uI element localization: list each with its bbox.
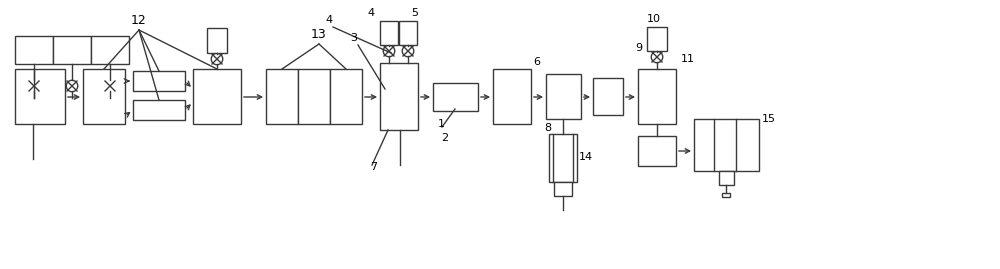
Text: 6: 6: [533, 57, 540, 67]
Text: 7: 7: [370, 162, 377, 172]
Text: 15: 15: [762, 114, 776, 124]
Bar: [133, 100, 185, 120]
Text: 8: 8: [544, 123, 551, 133]
Text: 5: 5: [411, 8, 418, 18]
Text: 12: 12: [131, 14, 147, 27]
Bar: [493, 69, 531, 124]
Bar: [330, 69, 362, 124]
Text: 10: 10: [647, 14, 661, 24]
Bar: [266, 69, 298, 124]
Bar: [554, 182, 572, 196]
Bar: [719, 171, 734, 185]
Text: 13: 13: [311, 28, 327, 41]
Bar: [399, 21, 417, 45]
Bar: [546, 74, 581, 119]
Bar: [380, 21, 398, 45]
Text: 4: 4: [325, 15, 332, 25]
Bar: [638, 69, 676, 124]
Bar: [15, 36, 53, 64]
Bar: [133, 71, 185, 91]
Text: 3: 3: [350, 33, 357, 43]
Text: 14: 14: [579, 152, 593, 162]
Bar: [91, 36, 129, 64]
Bar: [647, 27, 667, 51]
Bar: [83, 69, 125, 124]
Bar: [722, 193, 730, 197]
Bar: [694, 119, 759, 171]
Bar: [193, 69, 241, 124]
Text: 4: 4: [367, 8, 374, 18]
Bar: [298, 69, 330, 124]
Text: 9: 9: [635, 43, 642, 53]
Bar: [433, 83, 478, 111]
Bar: [638, 136, 676, 166]
Text: 11: 11: [681, 54, 695, 64]
Bar: [380, 63, 418, 130]
Text: 2: 2: [441, 133, 448, 143]
Text: 1: 1: [438, 119, 445, 129]
Bar: [53, 36, 91, 64]
Bar: [593, 78, 623, 115]
Bar: [207, 28, 227, 53]
Bar: [15, 69, 65, 124]
Bar: [549, 134, 577, 182]
